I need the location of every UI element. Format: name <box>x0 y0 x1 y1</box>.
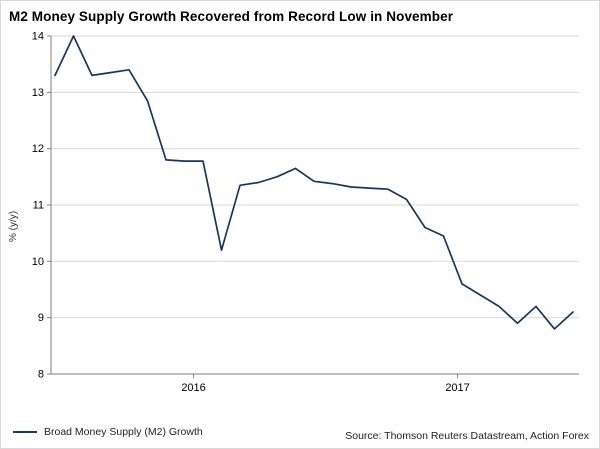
legend: Broad Money Supply (M2) Growth <box>13 426 203 442</box>
y-axis-title-text: % (y/y) <box>8 210 20 242</box>
y-axis-title: % (y/y) <box>7 28 21 424</box>
svg-text:11: 11 <box>33 200 44 212</box>
svg-text:12: 12 <box>32 143 44 155</box>
line-chart: 8 9 10 11 12 13 14 2016 2017 <box>32 31 579 394</box>
svg-text:2017: 2017 <box>445 382 469 394</box>
svg-text:10: 10 <box>32 256 44 268</box>
svg-text:13: 13 <box>32 87 44 99</box>
legend-line-swatch <box>13 431 37 433</box>
chart-title: M2 Money Supply Growth Recovered from Re… <box>9 9 454 24</box>
svg-text:9: 9 <box>38 312 44 324</box>
plot-area: % (y/y) 8 9 10 11 12 13 14 2016 2017 <box>7 28 591 424</box>
legend-label: Broad Money Supply (M2) Growth <box>44 426 203 438</box>
svg-text:2016: 2016 <box>181 382 205 394</box>
source-note: Source: Thomson Reuters Datastream, Acti… <box>345 430 589 442</box>
svg-text:14: 14 <box>32 31 44 43</box>
svg-text:8: 8 <box>38 369 44 381</box>
chart-footer: Broad Money Supply (M2) Growth Source: T… <box>7 424 591 444</box>
